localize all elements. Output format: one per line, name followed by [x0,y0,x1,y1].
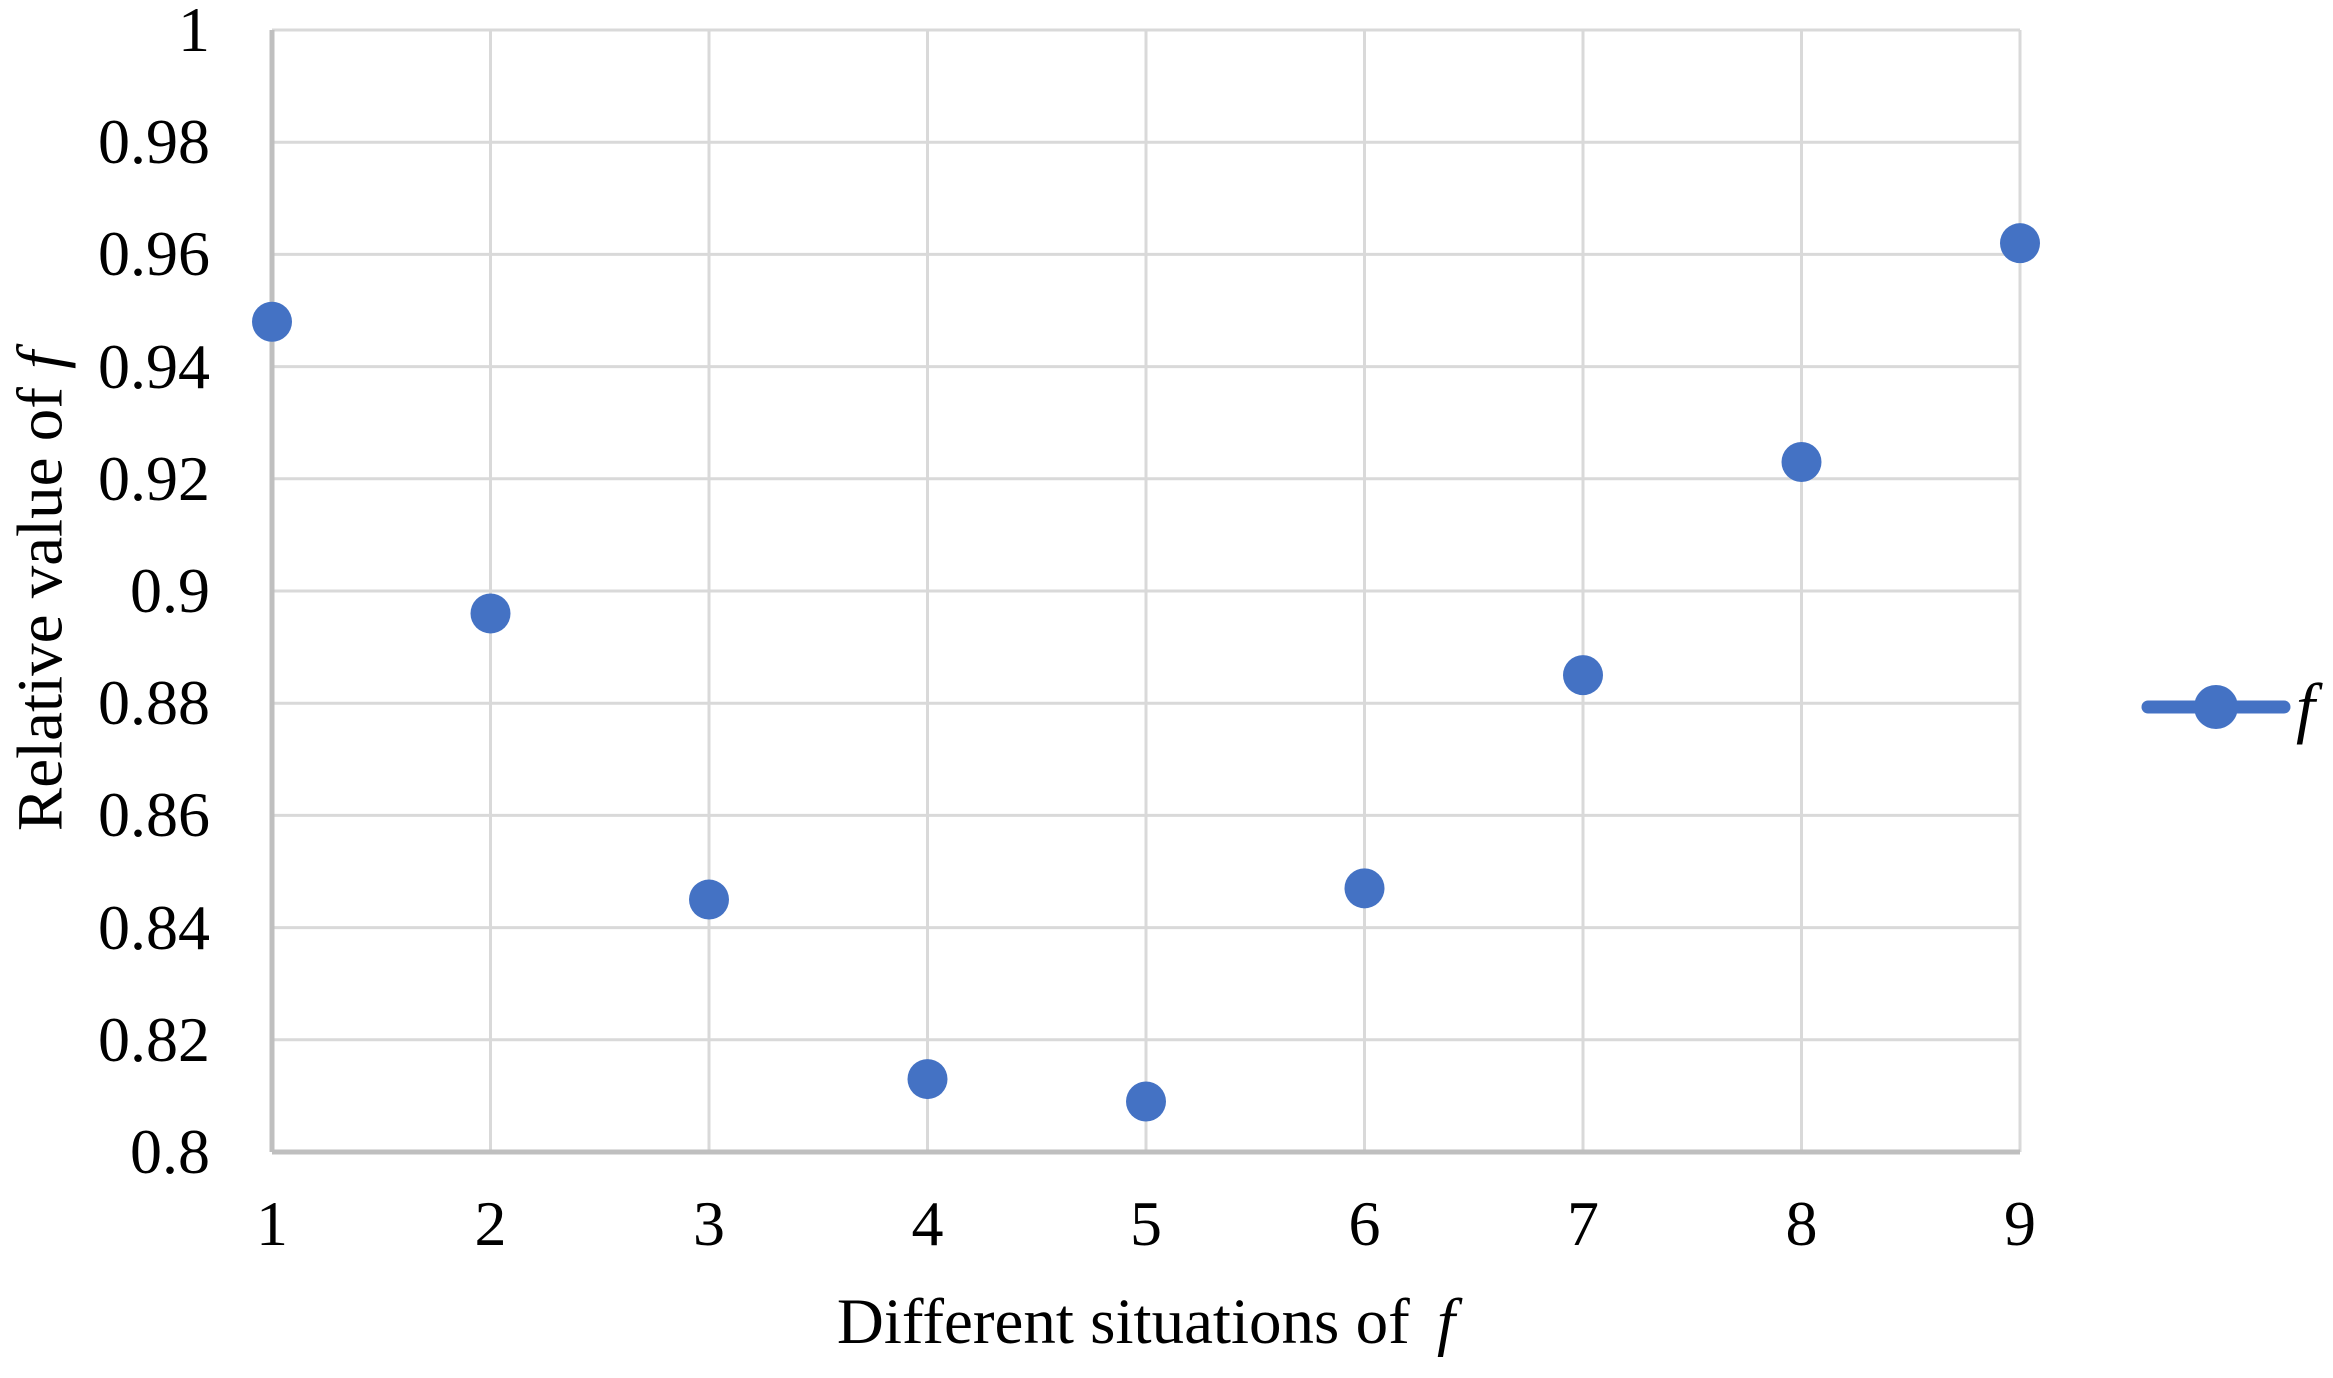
y-axis-tick-label: 0.82 [98,1003,210,1075]
y-axis-tick-label: 0.84 [98,891,210,963]
data-point [252,301,292,342]
y-axis-tick-label: 0.86 [98,779,210,851]
data-point [1344,868,1385,909]
y-axis-tick-label: 0.98 [98,106,210,178]
x-axis-title-text: Different situations of [836,1286,1410,1358]
y-axis-tick-label: 1 [178,0,210,65]
plot-grid-and-points [252,28,2040,1155]
data-point [1126,1081,1166,1122]
x-axis-tick-label: 7 [1567,1188,1599,1259]
x-axis-tick-label: 6 [1348,1188,1381,1259]
y-axis-tick-label: 0.88 [98,667,210,739]
legend-label: f [2296,669,2315,745]
x-axis-tick-label: 8 [1785,1188,1818,1259]
x-axis-tick-label: 2 [474,1188,507,1259]
data-point [1781,441,1822,482]
plot-area [252,28,2040,1155]
y-axis-tick-label: 0.96 [98,218,210,290]
data-point [2000,223,2040,264]
data-point [689,879,729,920]
y-axis-tick-label: 0.92 [98,442,210,514]
y-axis-tick-label: 0.9 [130,555,210,626]
x-axis-tick-label: 3 [693,1188,725,1259]
x-axis-title: Different situations of f [272,1290,2020,1355]
data-point [470,593,511,634]
x-axis-tick-label: 5 [1130,1188,1162,1259]
legend-dot [2194,685,2238,729]
legend: f [2140,671,2315,743]
x-axis-tick-label: 1 [256,1188,288,1259]
legend-marker-icon [2141,685,2291,729]
y-axis-tick-label: 0.8 [130,1116,210,1187]
y-axis-tick-label: 0.94 [98,330,210,402]
data-point [1563,655,1603,696]
x-axis-tick-label: 4 [911,1188,944,1259]
x-axis-tick-label: 9 [2004,1188,2036,1259]
y-axis-tick-labels: 1 0.98 0.96 0.94 0.92 0.9 0.88 0.86 0.84 0.82 0.8 [0,0,210,1378]
data-point [907,1059,948,1100]
x-axis-title-variable: f [1437,1286,1456,1358]
